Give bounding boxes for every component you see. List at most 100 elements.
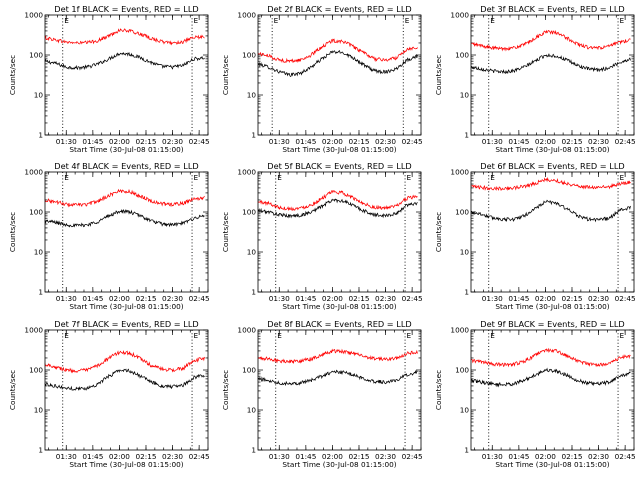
y-tick-label: 100 <box>455 208 469 217</box>
x-tick-label: 02:45 <box>189 137 210 146</box>
x-tick-label: 02:45 <box>402 294 423 303</box>
x-tick-label: 02:00 <box>535 294 556 303</box>
x-axis-label: Start Time (30-Jul-08 01:15:00) <box>495 460 609 469</box>
y-tick-label: 1000 <box>237 11 256 20</box>
panel-det-2: Det 2f BLACK = Events, RED = LLD 1 10 100 10… <box>221 4 423 154</box>
panel-det-1: Det 1f BLACK = Events, RED = LLD 1 10 100 10… <box>8 4 210 154</box>
y-tick-label: 1000 <box>450 11 469 20</box>
y-tick-label: 1000 <box>24 168 43 177</box>
x-tick-label: 02:15 <box>348 294 369 303</box>
x-axis-label: Start Time (30-Jul-08 01:15:00) <box>495 145 609 154</box>
events-series-line <box>44 209 205 228</box>
x-tick-label: 02:15 <box>348 452 369 461</box>
interval-marker-label: E <box>64 331 69 340</box>
x-tick-label: 02:00 <box>109 137 130 146</box>
lld-series-line <box>257 190 418 211</box>
y-axis-label: Counts/sec <box>221 55 230 95</box>
y-tick-label: 1 <box>464 446 469 455</box>
x-tick-label: 02:00 <box>322 294 343 303</box>
y-axis-label: Counts/sec <box>221 212 230 252</box>
x-tick-label: 02:15 <box>135 294 156 303</box>
interval-marker-label: E <box>277 173 282 182</box>
panel-title: Det 7f BLACK = Events, RED = LLD <box>54 319 198 329</box>
x-tick-label: 02:15 <box>561 294 582 303</box>
y-tick-label: 10 <box>34 91 44 100</box>
interval-marker-label: E <box>194 16 199 25</box>
y-tick-label: 1 <box>464 131 469 140</box>
plot-frame <box>470 329 635 451</box>
x-tick-label: 01:30 <box>56 294 77 303</box>
interval-marker-label: E <box>405 16 410 25</box>
x-tick-label: 02:30 <box>162 294 183 303</box>
x-tick-label: 02:30 <box>588 294 609 303</box>
y-tick-label: 1000 <box>24 11 43 20</box>
y-tick-label: 10 <box>460 248 470 257</box>
x-tick-label: 02:15 <box>561 137 582 146</box>
x-tick-label: 01:30 <box>56 452 77 461</box>
x-tick-label: 01:45 <box>295 294 316 303</box>
y-tick-label: 1000 <box>450 326 469 335</box>
plot-frame <box>257 14 422 136</box>
x-tick-label: 02:30 <box>588 452 609 461</box>
y-tick-label: 100 <box>29 51 43 60</box>
y-tick-label: 10 <box>247 406 257 415</box>
panel-det-6: Det 6f BLACK = Events, RED = LLD 1 10 100 10… <box>434 161 636 311</box>
y-tick-label: 10 <box>247 91 257 100</box>
x-tick-label: 02:45 <box>402 452 423 461</box>
plot-frame <box>470 14 635 136</box>
interval-marker-label: E <box>64 173 69 182</box>
y-tick-label: 100 <box>242 51 256 60</box>
y-tick-label: 1 <box>38 446 43 455</box>
lld-series-line <box>257 348 418 365</box>
interval-marker-label: E <box>490 173 495 182</box>
x-tick-label: 02:30 <box>162 137 183 146</box>
x-tick-label: 01:45 <box>508 137 529 146</box>
x-tick-label: 02:15 <box>135 137 156 146</box>
y-tick-label: 10 <box>460 406 470 415</box>
events-series-line <box>470 199 631 223</box>
y-tick-label: 100 <box>29 208 43 217</box>
x-axis-label: Start Time (30-Jul-08 01:15:00) <box>69 460 183 469</box>
x-tick-label: 02:30 <box>375 452 396 461</box>
panel-title: Det 9f BLACK = Events, RED = LLD <box>480 319 624 329</box>
x-tick-label: 01:45 <box>82 137 103 146</box>
y-tick-label: 100 <box>242 208 256 217</box>
interval-marker-label: E <box>620 173 625 182</box>
panel-det-8: Det 8f BLACK = Events, RED = LLD 1 10 100 10… <box>221 319 423 469</box>
panel-title: Det 5f BLACK = Events, RED = LLD <box>267 161 411 171</box>
x-tick-label: 01:30 <box>269 137 290 146</box>
events-series-line <box>44 51 205 71</box>
interval-marker-label: E <box>620 16 625 25</box>
y-tick-label: 10 <box>34 406 44 415</box>
interval-marker-label: E <box>194 173 199 182</box>
lld-series-line <box>471 29 631 52</box>
y-tick-label: 100 <box>455 51 469 60</box>
y-tick-label: 100 <box>455 366 469 375</box>
y-tick-label: 1 <box>38 131 43 140</box>
x-tick-label: 02:30 <box>588 137 609 146</box>
y-tick-label: 1 <box>464 288 469 297</box>
x-axis-label: Start Time (30-Jul-08 01:15:00) <box>282 460 396 469</box>
panel-title: Det 2f BLACK = Events, RED = LLD <box>267 4 411 14</box>
x-tick-label: 02:15 <box>561 452 582 461</box>
x-tick-label: 02:30 <box>375 137 396 146</box>
x-tick-label: 02:15 <box>135 452 156 461</box>
plot-frame <box>44 329 209 451</box>
events-series-line <box>257 50 418 78</box>
x-tick-label: 02:30 <box>375 294 396 303</box>
x-tick-label: 01:45 <box>508 294 529 303</box>
lld-series-line <box>44 350 205 374</box>
events-series-line <box>44 368 205 391</box>
events-series-line <box>257 198 418 219</box>
interval-marker-label: E <box>64 16 69 25</box>
interval-marker-label: E <box>490 331 495 340</box>
y-axis-label: Counts/sec <box>8 212 17 252</box>
events-series-line <box>257 369 418 387</box>
x-tick-label: 02:45 <box>615 452 636 461</box>
interval-marker-label: E <box>274 16 279 25</box>
x-tick-label: 02:00 <box>109 294 130 303</box>
panel-title: Det 3f BLACK = Events, RED = LLD <box>480 4 624 14</box>
x-tick-label: 02:00 <box>109 452 130 461</box>
y-axis-label: Counts/sec <box>434 55 443 95</box>
y-axis-label: Counts/sec <box>434 370 443 410</box>
